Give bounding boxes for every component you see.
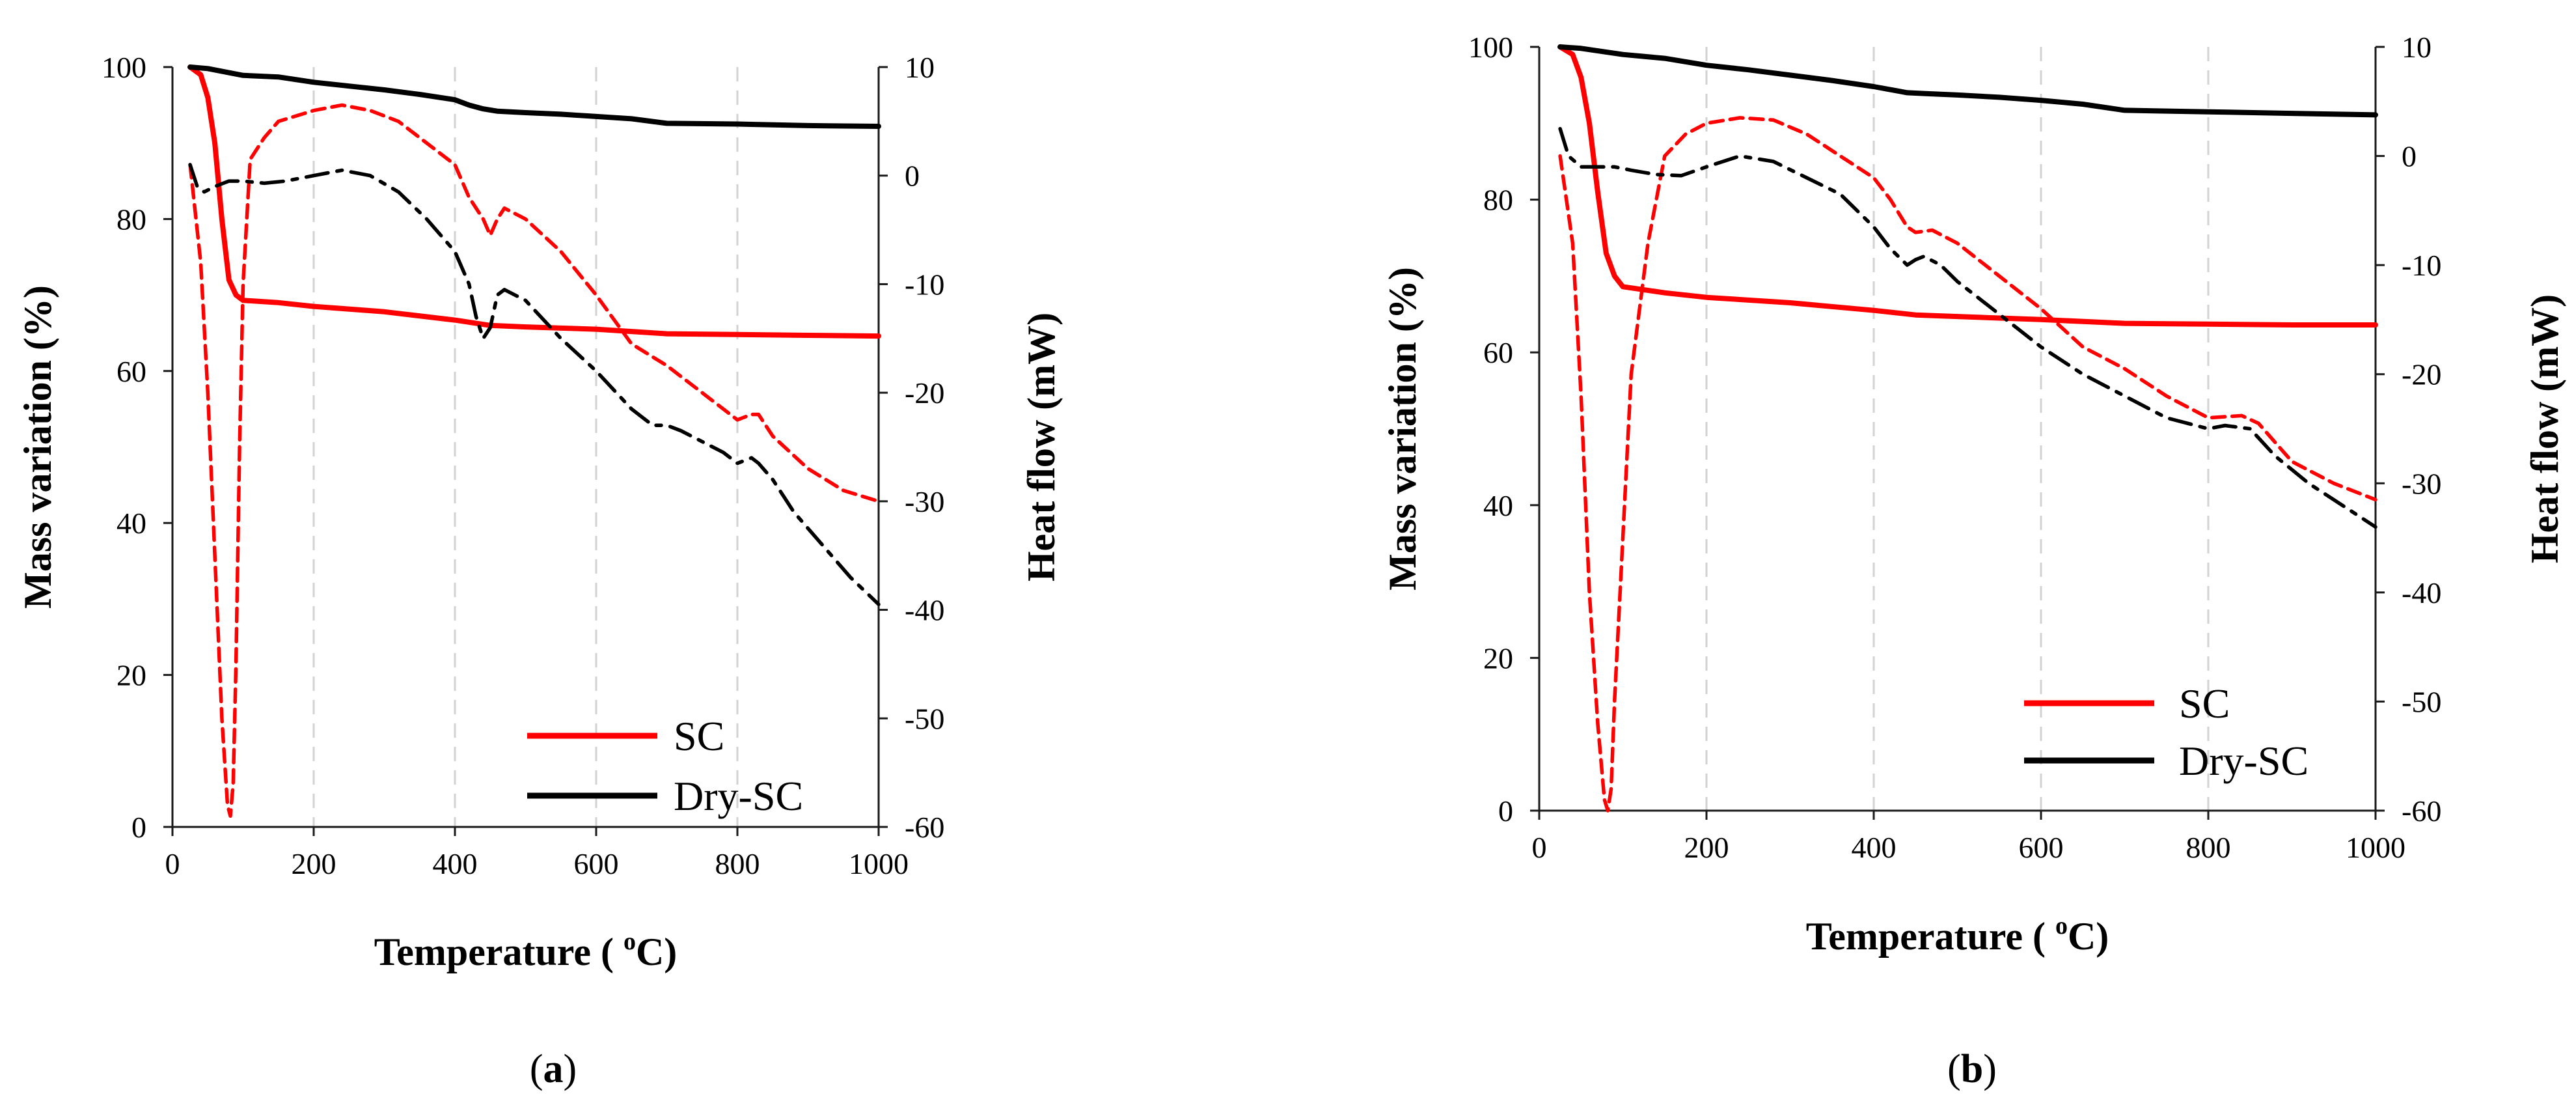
y-tick-label-right: -20 <box>2402 358 2441 391</box>
y-tick-label-right: -30 <box>2402 467 2441 500</box>
y-tick-label-right: -10 <box>2402 249 2441 282</box>
y-tick-label-left: 0 <box>1498 794 1513 828</box>
y-tick-label-left: 80 <box>1483 184 1513 217</box>
x-tick-label: 400 <box>1852 831 1897 864</box>
y-tick-label-right: 10 <box>2402 31 2432 64</box>
x-tick-label: 0 <box>165 847 180 880</box>
figure-caption: (a) <box>530 1047 577 1091</box>
y-axis-title-left: Mass variation (%) <box>1381 267 1424 591</box>
y-tick-label-right: -60 <box>905 811 944 844</box>
x-tick-label: 600 <box>2019 831 2064 864</box>
y-tick-label-left: 80 <box>116 202 146 236</box>
y-tick-label-left: 60 <box>1483 336 1513 369</box>
x-tick-label: 400 <box>433 847 478 880</box>
y-tick-label-right: -50 <box>2402 685 2441 718</box>
figure-caption: (b) <box>1947 1047 1997 1091</box>
y-tick-label-left: 100 <box>102 51 146 84</box>
sc-heat-flow-line <box>188 103 881 818</box>
x-tick-label: 0 <box>1532 831 1547 864</box>
y-tick-label-left: 20 <box>1483 641 1513 675</box>
legend: SC Dry-SC <box>2024 680 2309 784</box>
x-tick-label: 200 <box>1684 831 1729 864</box>
dry-sc-mass-line <box>1557 44 2378 118</box>
y-tick-label-left: 40 <box>116 507 146 540</box>
x-axis-title: Temperature ( oC) <box>374 928 678 973</box>
sc-heat-flow-line <box>1558 116 2377 813</box>
y-tick-label-left: 0 <box>131 811 146 844</box>
y-tick-label-left: 40 <box>1483 489 1513 522</box>
y-tick-label-right: -50 <box>905 702 944 735</box>
y-tick-label-left: 60 <box>116 355 146 388</box>
y-tick-label-right: -20 <box>905 376 944 410</box>
y-tick-label-left: 20 <box>116 659 146 692</box>
y-axis-title-right: Heat flow (mW) <box>1020 313 1063 581</box>
dry-sc-heat-flow-line <box>1558 126 2377 529</box>
x-tick-label: 600 <box>574 847 619 880</box>
y-tick-label-right: -30 <box>905 485 944 518</box>
y-axis-title-right: Heat flow (mW) <box>2523 294 2566 563</box>
x-axis-title: Temperature ( oC) <box>1806 912 2109 958</box>
legend-label-dry-sc: Dry-SC <box>2179 738 2309 784</box>
y-tick-label-right: 10 <box>905 51 935 84</box>
x-tick-label: 1000 <box>849 847 909 880</box>
y-tick-label-right: 0 <box>905 160 920 193</box>
dry-sc-heat-flow-line <box>188 163 881 606</box>
legend-label-dry-sc: Dry-SC <box>674 773 803 819</box>
y-axis-title-left: Mass variation (%) <box>16 285 59 609</box>
y-tick-label-right: -10 <box>905 268 944 301</box>
x-tick-label: 800 <box>2186 831 2231 864</box>
x-tick-label: 200 <box>292 847 336 880</box>
x-tick-label: 1000 <box>2346 831 2405 864</box>
legend: SC Dry-SC <box>527 713 803 819</box>
legend-label-sc: SC <box>2179 680 2230 727</box>
y-tick-label-right: -40 <box>2402 576 2441 609</box>
y-tick-label-right: -40 <box>905 594 944 627</box>
y-tick-label-left: 100 <box>1468 31 1513 64</box>
sc-mass-line <box>1557 44 2378 328</box>
y-tick-label-right: -60 <box>2402 794 2441 828</box>
legend-label-sc: SC <box>674 713 724 759</box>
dry-sc-mass-line <box>187 64 881 129</box>
x-tick-label: 800 <box>715 847 760 880</box>
y-tick-label-right: 0 <box>2402 140 2417 173</box>
sc-mass-line <box>187 64 881 339</box>
